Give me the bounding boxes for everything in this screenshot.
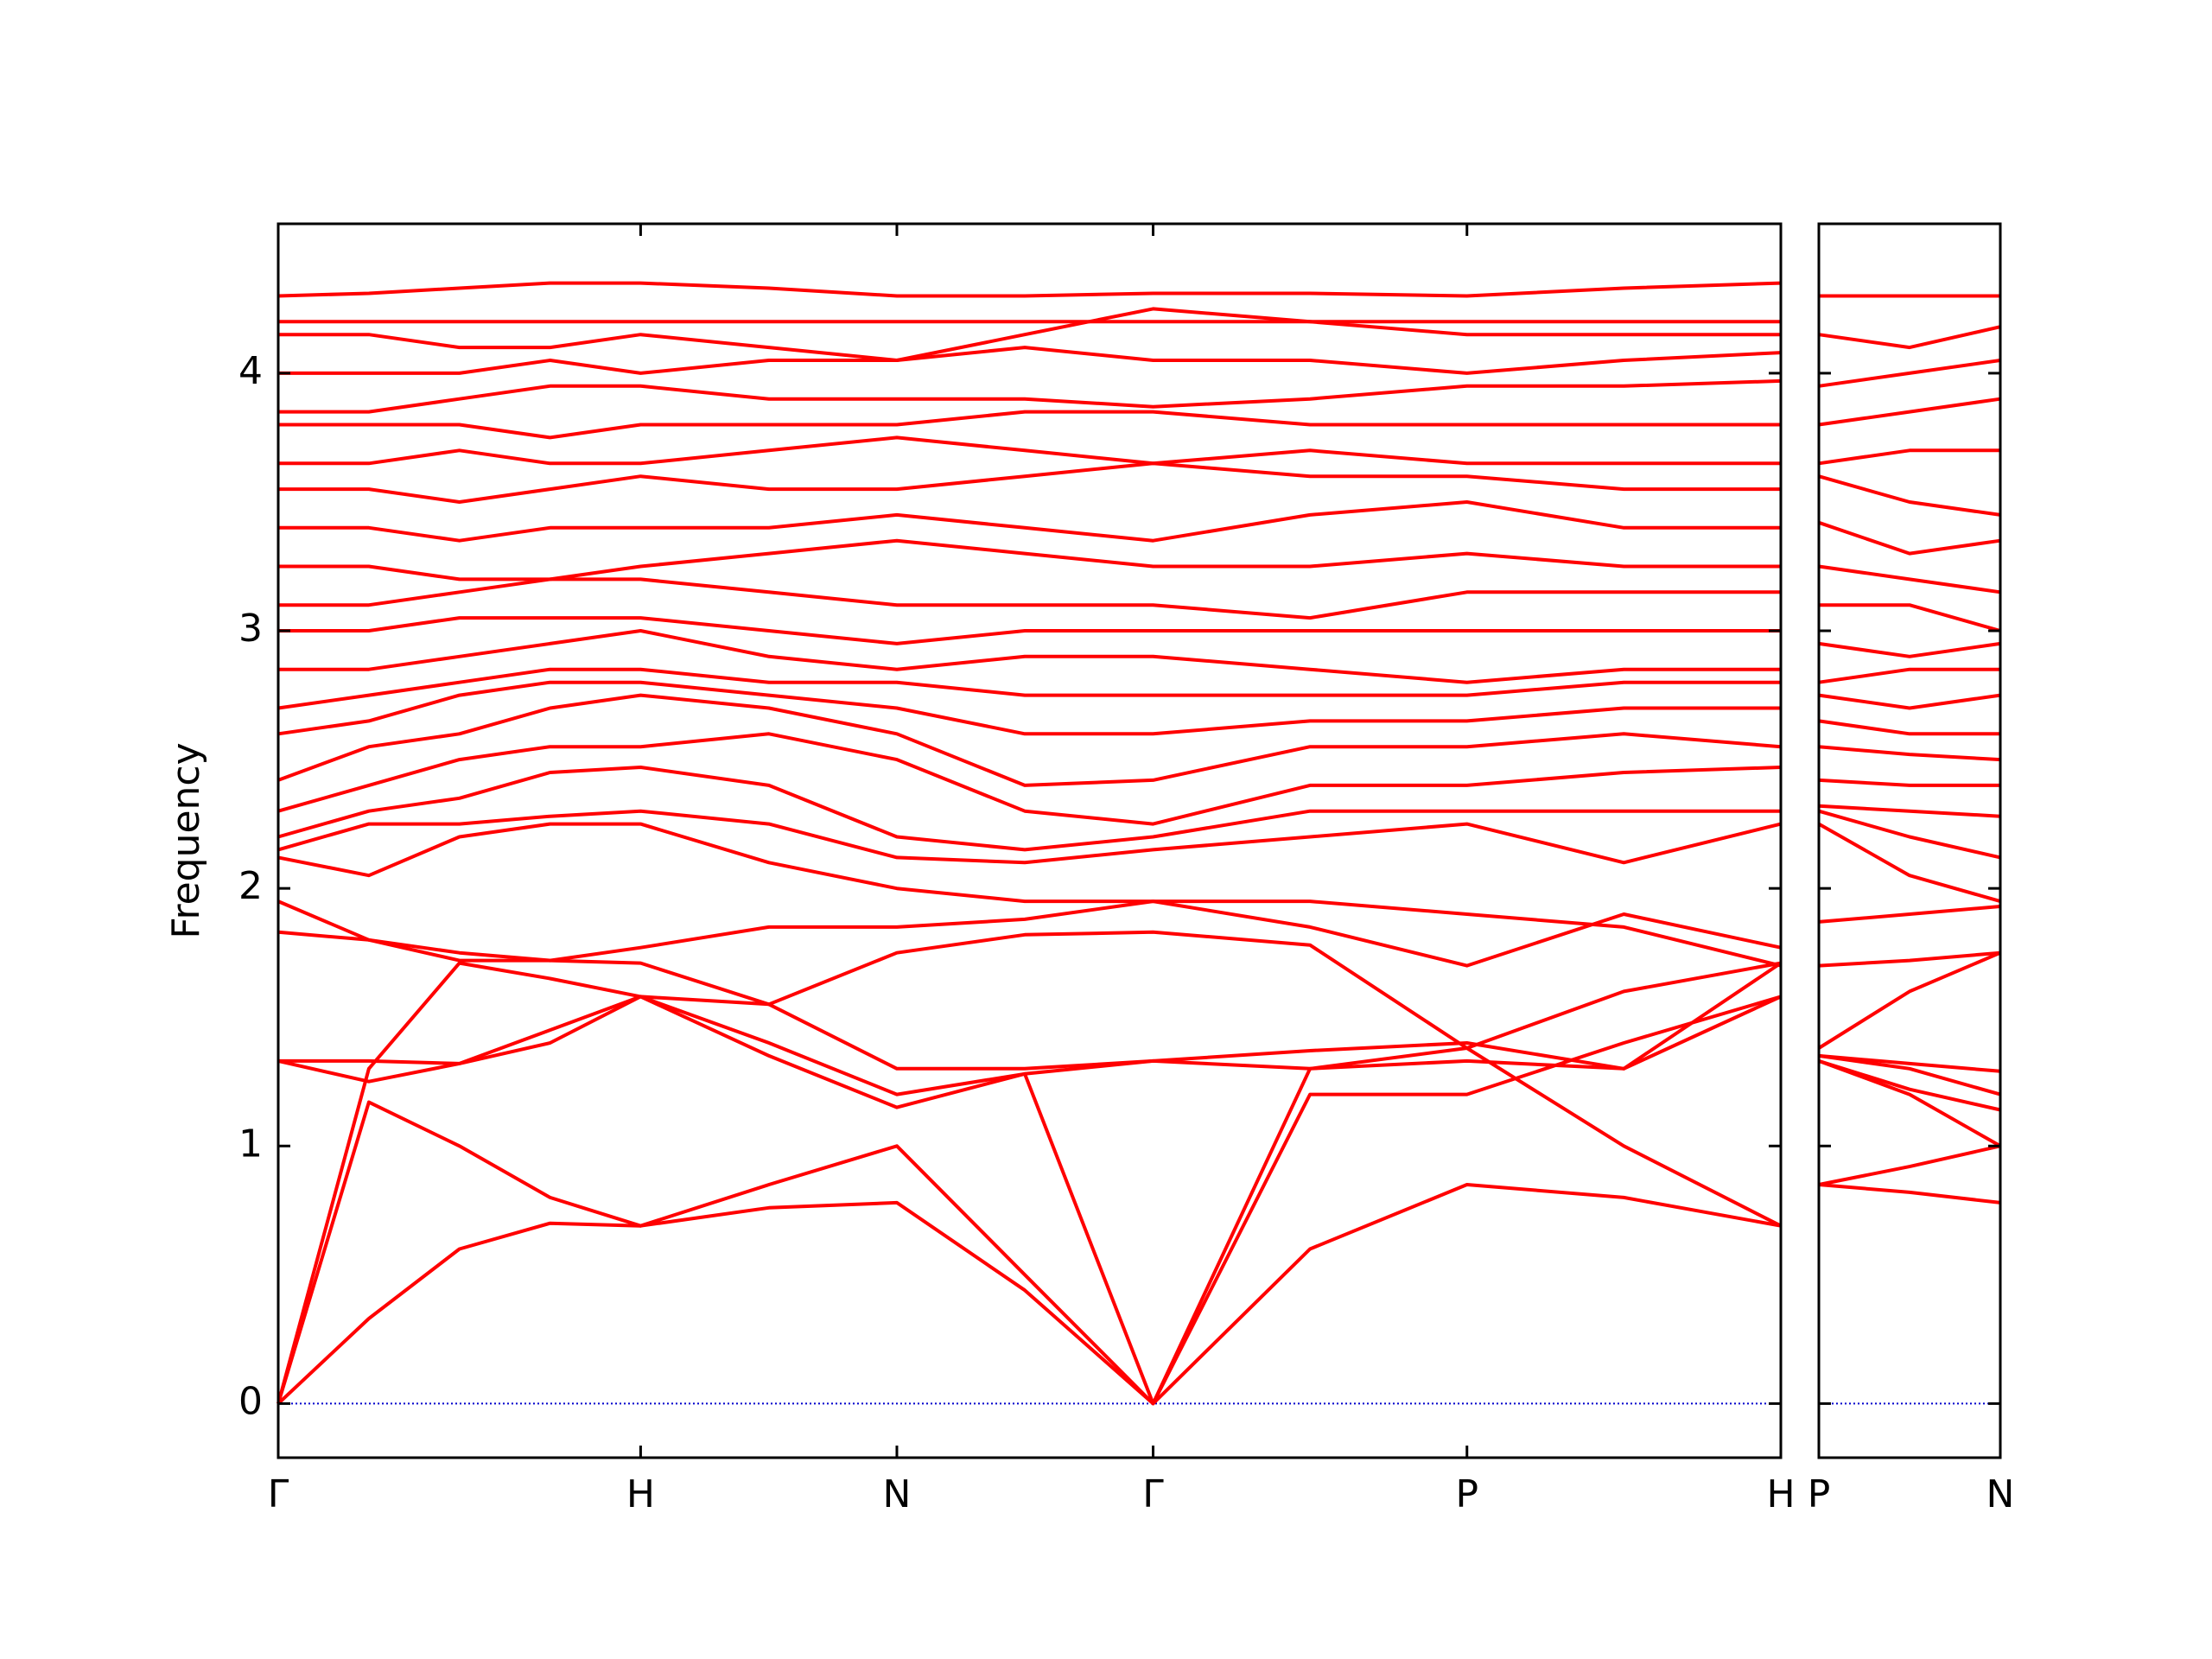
band-line (1818, 809, 2001, 860)
band-line (1818, 778, 2000, 787)
x-tick-label: H (626, 1472, 655, 1516)
band-line (278, 538, 1781, 582)
band-line (1818, 667, 2000, 684)
band-line (1818, 1183, 2001, 1205)
band-line (1818, 359, 2001, 388)
y-tick-label: 3 (238, 607, 263, 651)
band-line (1817, 950, 2001, 1050)
band-line (1818, 719, 2000, 736)
band-line (277, 930, 1782, 1050)
band-line (277, 693, 1782, 787)
band-line (1818, 1144, 2001, 1186)
band-line (277, 766, 1781, 852)
y-axis-label: Frequency (164, 742, 208, 938)
band-line (278, 346, 1782, 375)
y-tick-label: 4 (238, 349, 263, 393)
band-line (278, 435, 1781, 466)
x-tick-label: H (1766, 1472, 1795, 1516)
band-line (278, 378, 1782, 414)
band-line (1818, 641, 2001, 658)
band-line (277, 680, 1781, 736)
band-line (1818, 905, 2001, 924)
band-line (1818, 822, 2001, 904)
band-line (1818, 950, 2001, 968)
band-line (277, 809, 1782, 865)
band-line (1818, 520, 2001, 556)
x-tick-label: P (1455, 1472, 1478, 1516)
x-tick-label: N (1986, 1472, 2015, 1516)
y-tick-label: 0 (238, 1379, 263, 1423)
band-line (277, 732, 1782, 826)
band-line (1818, 693, 2001, 710)
y-tick-label: 1 (238, 1122, 263, 1166)
band-line (276, 961, 1782, 1406)
x-tick-label: Γ (268, 1472, 289, 1516)
band-line (278, 307, 1781, 362)
band-line (277, 822, 1782, 968)
band-line (1819, 603, 2001, 632)
plot-frame (1817, 222, 2002, 1459)
band-line (278, 577, 1781, 620)
band-line (278, 410, 1781, 440)
band-line (1818, 474, 2001, 517)
band-line (1818, 564, 2001, 594)
y-tick-label: 2 (238, 864, 263, 908)
band-line (278, 461, 1781, 504)
band-line (277, 899, 1782, 968)
band-line (278, 616, 1781, 645)
band-line (277, 281, 1782, 298)
x-tick-label: P (1808, 1472, 1831, 1516)
band-line (1818, 804, 2001, 818)
band-line (276, 1046, 1782, 1406)
band-line (1818, 745, 2001, 762)
band-line (1818, 1053, 2001, 1073)
band-line (1818, 325, 2001, 350)
band-line (1818, 1058, 2001, 1112)
band-line (278, 961, 1783, 1071)
band-line (278, 500, 1781, 543)
band-line (277, 667, 1781, 710)
x-tick-label: N (883, 1472, 912, 1516)
band-line (278, 629, 1781, 684)
band-line (1818, 448, 2000, 466)
plot-frame (276, 222, 1783, 1459)
band-line (1818, 397, 2001, 427)
band-line (276, 1183, 1782, 1406)
x-tick-label: Γ (1142, 1472, 1164, 1516)
